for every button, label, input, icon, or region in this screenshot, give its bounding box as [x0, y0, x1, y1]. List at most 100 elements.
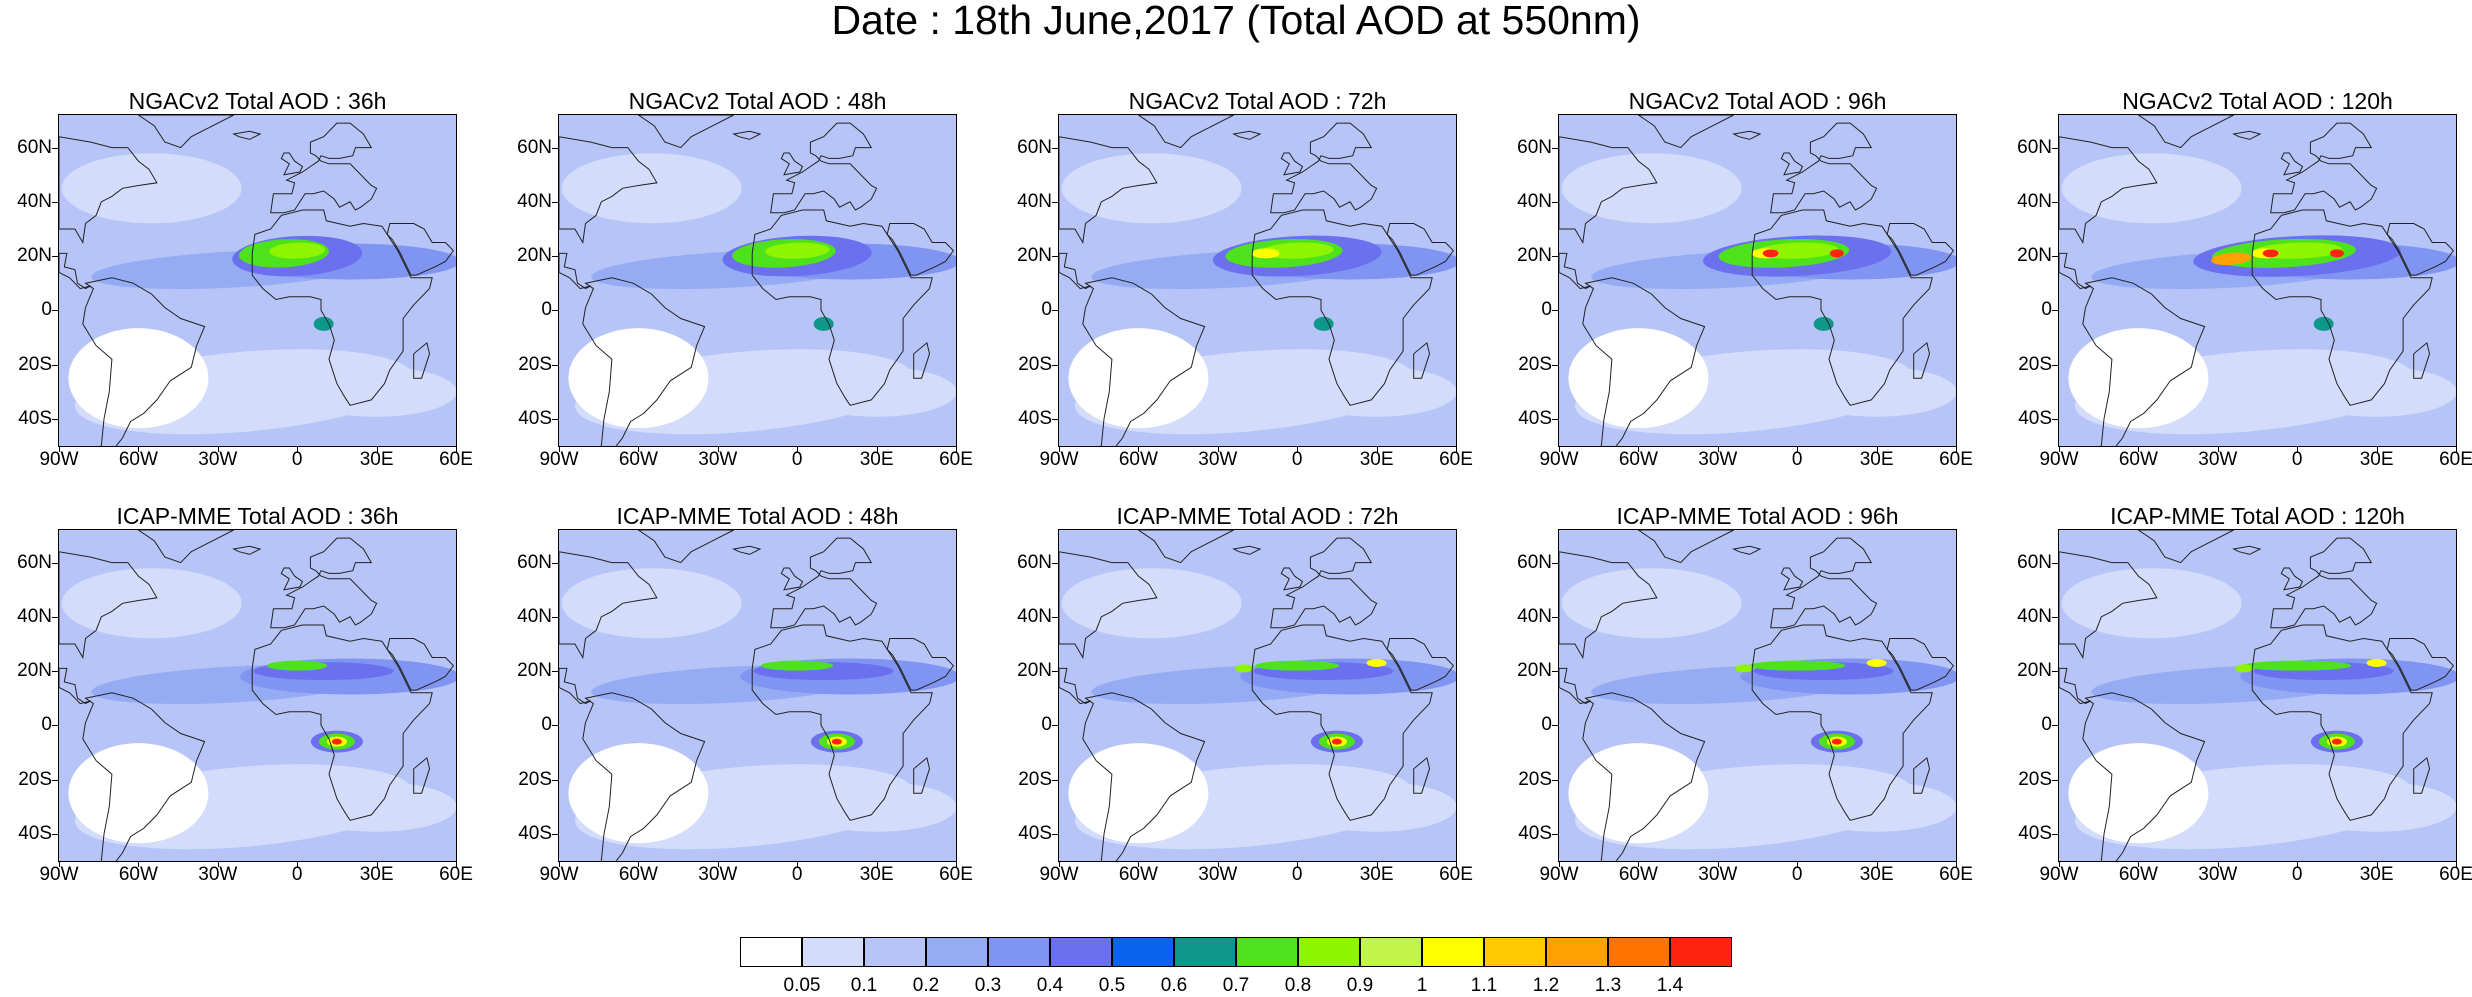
latitude-tick — [1552, 616, 1558, 618]
latitude-tick-label: 60N — [2017, 551, 2052, 573]
longitude-tick-label: 60W — [1618, 864, 1658, 885]
longitude-tick-label: 90W — [1539, 864, 1579, 885]
aod-map — [2058, 529, 2457, 862]
latitude-tick — [52, 562, 58, 564]
colorbar-swatch — [926, 937, 988, 967]
longitude-tick — [297, 861, 299, 867]
longitude-tick-label: 30W — [1698, 449, 1738, 470]
aod-contour-region — [267, 660, 328, 671]
madagascar-coastline — [2413, 342, 2431, 379]
aod-contour-region — [2331, 738, 2342, 745]
colorbar-swatch — [1670, 937, 1732, 967]
latitude-tick — [52, 256, 58, 258]
latitude-tick — [1052, 562, 1058, 564]
longitude-tick-label: 30W — [1698, 864, 1738, 885]
longitude-tick — [456, 861, 457, 867]
longitude-tick-label: 0 — [1291, 864, 1303, 885]
aod-contour-region — [2211, 252, 2251, 266]
aod-map — [58, 529, 457, 862]
south-america-coastline — [582, 277, 706, 446]
panel-title: NGACv2 Total AOD : 120h — [2122, 88, 2393, 114]
longitude-tick-label: 0 — [2291, 449, 2303, 470]
latitude-tick — [1052, 364, 1058, 366]
longitude-tick-label: 60E — [2439, 449, 2472, 470]
latitude-tick-label: 60N — [1517, 136, 1552, 158]
latitude-tick — [1052, 201, 1058, 203]
longitude-tick — [1638, 861, 1640, 867]
aod-contour-region — [1068, 743, 1209, 844]
madagascar-coastline — [1913, 342, 1931, 379]
aod-contour-region — [2296, 366, 2456, 417]
colorbar-label: 0.05 — [783, 975, 821, 996]
aod-map-svg — [59, 115, 456, 446]
latitude-tick — [2052, 201, 2058, 203]
central-america-coastline — [1059, 252, 1092, 290]
colorbar-swatch — [1112, 937, 1174, 967]
longitude-tick — [1059, 446, 1060, 452]
latitude-tick-label: 40N — [2017, 190, 2052, 212]
longitude-tick — [717, 861, 719, 867]
longitude-tick-label: 60W — [118, 864, 158, 885]
madagascar-coastline — [1413, 757, 1431, 794]
latitude-tick-label: 20N — [17, 245, 52, 267]
longitude-tick-label: 30E — [1359, 864, 1394, 885]
latitude-tick-label: 40S — [18, 407, 52, 429]
madagascar-coastline — [913, 757, 931, 794]
colorbar-swatch — [1546, 937, 1608, 967]
europe-coastline — [1270, 122, 1378, 214]
arabia-coastline — [1386, 638, 1455, 691]
aod-contour-region — [1831, 738, 1842, 745]
colorbar-swatch — [740, 937, 802, 967]
latitude-tick-label: 40N — [17, 190, 52, 212]
longitude-tick-label: 30E — [859, 864, 894, 885]
longitude-tick — [376, 861, 378, 867]
longitude-tick-label: 30W — [1198, 449, 1238, 470]
longitude-tick — [1956, 446, 1957, 452]
longitude-tick-label: 30E — [859, 449, 894, 470]
europe-coastline — [770, 122, 878, 214]
north-america-coastline — [1559, 551, 1658, 659]
latitude-tick — [552, 725, 558, 727]
longitude-tick — [2297, 861, 2299, 867]
latitude-tick-label: 40N — [517, 605, 552, 627]
latitude-tick — [1552, 201, 1558, 203]
colorbar-swatch — [1484, 937, 1546, 967]
aod-contour-region — [2313, 316, 2334, 331]
central-america-coastline — [559, 252, 592, 290]
longitude-tick-label: 0 — [791, 864, 803, 885]
europe-coastline — [1770, 537, 1878, 629]
latitude-tick-label: 20S — [1518, 768, 1552, 790]
arabia-coastline — [1386, 223, 1455, 276]
colorbar-label: 1 — [1416, 975, 1428, 996]
aod-contour-region — [2366, 658, 2387, 667]
figure-title: Date : 18th June,2017 (Total AOD at 550n… — [831, 0, 1641, 43]
latitude-tick — [1052, 310, 1058, 312]
north-america-coastline — [59, 136, 158, 244]
africa-coastline — [751, 624, 933, 821]
aod-contour-region — [1796, 366, 1956, 417]
latitude-tick — [1552, 256, 1558, 258]
longitude-tick — [2456, 861, 2457, 867]
africa-coastline — [1751, 624, 1933, 821]
greenland-coastline — [1637, 530, 1734, 564]
madagascar-coastline — [413, 342, 431, 379]
latitude-tick — [2052, 725, 2058, 727]
central-america-coastline — [559, 667, 592, 705]
latitude-tick — [52, 671, 58, 673]
longitude-tick-label: 30E — [1859, 864, 1894, 885]
latitude-tick — [52, 779, 58, 781]
aod-contour-region — [761, 660, 834, 671]
aod-contour-region — [561, 153, 742, 224]
map-panel: ICAP-MME Total AOD : 36h 60N 40N 20N 0 20S 40S… — [8, 503, 473, 903]
longitude-tick — [1456, 446, 1457, 452]
aod-contour-region — [1866, 658, 1887, 667]
aod-contour-region — [1796, 781, 1956, 832]
latitude-tick-label: 40S — [18, 822, 52, 844]
longitude-tick-label: 90W — [2039, 864, 2079, 885]
south-america-coastline — [1582, 692, 1706, 861]
longitude-tick-label: 30E — [2359, 449, 2394, 470]
longitude-tick-label: 30W — [698, 864, 738, 885]
arabia-coastline — [1886, 638, 1955, 691]
latitude-tick-label: 20S — [2018, 353, 2052, 375]
colorbar-swatch — [802, 937, 864, 967]
